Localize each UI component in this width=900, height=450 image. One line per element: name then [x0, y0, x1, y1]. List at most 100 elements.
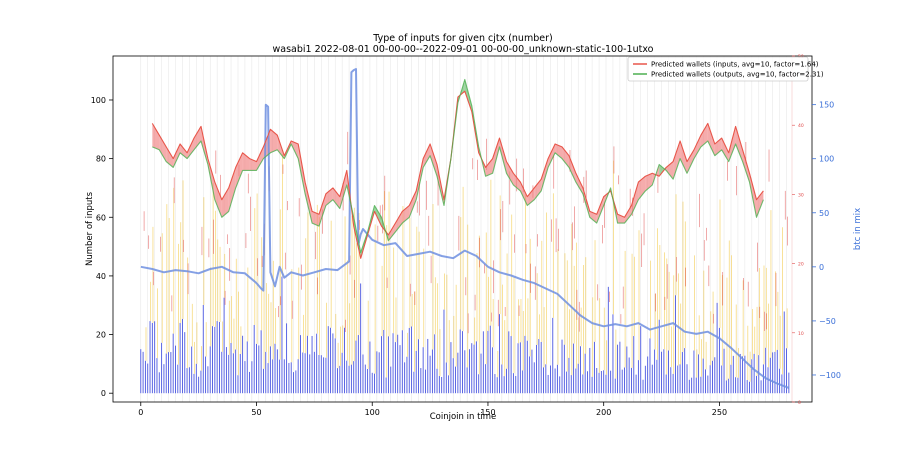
- series-line-predicted-inputs: [151, 90, 764, 259]
- y2-tick-label: 150: [819, 101, 834, 110]
- x-axis-label: Coinjoin in time: [430, 412, 497, 422]
- fill-between-segment: [249, 158, 257, 171]
- y3-tick-label: 30: [798, 192, 804, 198]
- fill-between-segment: [562, 146, 569, 168]
- fill-between-segment: [568, 155, 576, 183]
- x-axis: 0 50 100 150 200 250: [138, 402, 727, 417]
- fill-between-segment: [638, 176, 646, 200]
- chart-subtitle: wasabi1 2022-08-01 00-00-00--2022-09-01 …: [272, 44, 653, 55]
- chart-title: Type of inputs for given cjtx (number): [372, 33, 552, 44]
- fill-between-segment: [318, 193, 326, 227]
- fill-between-segment: [395, 211, 403, 232]
- x-tick-label: 0: [138, 408, 143, 417]
- y2-tick-label: 50: [819, 209, 829, 218]
- fill-between-segment: [520, 182, 528, 206]
- fill-between-segment: [492, 138, 500, 174]
- fill-between-segment: [541, 158, 549, 191]
- y-tick-label: 40: [96, 272, 106, 281]
- fill-between-segment: [430, 143, 438, 177]
- y-tick-label: 20: [96, 331, 106, 340]
- y-axis: 0 20 40 60 80 100: [91, 96, 113, 398]
- fill-between-segment: [673, 141, 681, 180]
- bars-layer: [140, 56, 790, 402]
- legend: Predicted wallets (inputs, avg=10, facto…: [627, 56, 824, 82]
- fill-between-segment: [548, 143, 556, 168]
- legend-label-outputs: Predicted wallets (outputs, avg=10, fact…: [651, 71, 824, 79]
- y-tick-label: 60: [96, 213, 106, 222]
- fill-between-segment: [159, 135, 167, 162]
- y2-tick-label: −50: [819, 317, 836, 326]
- y3-tick-label: 10: [798, 331, 804, 337]
- y2-tick-label: −100: [819, 371, 841, 380]
- fill-between-segment: [693, 135, 701, 159]
- fill-between-segment: [214, 182, 222, 218]
- x-tick-label: 200: [596, 408, 611, 417]
- y2-tick-label: 100: [819, 155, 834, 164]
- y-tick-label: 0: [101, 389, 106, 398]
- y-tick-label: 80: [96, 155, 106, 164]
- y2-axis-label: btc in mix: [853, 208, 863, 250]
- x-tick-label: 100: [365, 408, 380, 417]
- fill-between-segment: [555, 143, 563, 159]
- series-line-btc-in-mix: [140, 68, 790, 389]
- x-tick-label: 150: [480, 408, 495, 417]
- fill-between-segment: [332, 187, 340, 209]
- fill-between-segment: [735, 126, 743, 162]
- fill-between-segment: [596, 196, 604, 224]
- series-line-predicted-outputs: [152, 78, 764, 254]
- fill-between-segment: [728, 126, 736, 162]
- y-tick-label: 100: [91, 96, 106, 105]
- fill-between-segment: [589, 211, 597, 224]
- fill-between-segment: [506, 161, 514, 186]
- y3-tick-label: 40: [798, 123, 804, 129]
- fill-between-segment: [687, 149, 694, 174]
- fill-between-segment: [180, 143, 188, 159]
- fill-between-segment: [194, 126, 201, 150]
- fill-between-segment: [187, 138, 195, 159]
- fill-between-segment: [256, 146, 264, 171]
- fill-between-segment: [485, 158, 493, 177]
- y-axis-label: Number of inputs: [85, 191, 95, 266]
- fill-between-segment: [742, 149, 750, 183]
- plot-frame: [112, 55, 813, 403]
- y3-axis: 01020304050: [791, 54, 804, 406]
- fill-between-segment: [680, 141, 688, 174]
- x-tick-label: 250: [712, 408, 727, 417]
- fill-between-segment: [173, 143, 181, 168]
- fill-between-segment: [235, 152, 243, 188]
- y3-tick-label: 0: [798, 400, 801, 406]
- fill-between-segment: [707, 123, 715, 156]
- y2-tick-label: 0: [819, 263, 824, 272]
- legend-box: [627, 56, 809, 82]
- fill-between-segment: [166, 146, 174, 168]
- fill-between-segment: [721, 138, 729, 162]
- fill-between-segment: [388, 223, 396, 241]
- y2-axis: −100 −50 0 50 100 150: [812, 101, 841, 380]
- fill-between-segment: [152, 123, 160, 150]
- fill-between-segment: [402, 205, 410, 224]
- fill-between-segment: [339, 170, 347, 209]
- fill-between-segment: [700, 123, 708, 147]
- fill-between-segment: [499, 138, 507, 174]
- fill-between-segment: [312, 211, 319, 227]
- fill-between-segment: [631, 182, 639, 215]
- fill-between-segment: [221, 187, 229, 218]
- fill-between-segment: [645, 173, 653, 191]
- y3-tick-label: 20: [798, 262, 804, 268]
- fill-between-segment: [409, 190, 417, 218]
- x-tick-label: 50: [251, 408, 261, 417]
- fill-between-segment: [624, 205, 632, 224]
- series-layer: [140, 68, 790, 389]
- fill-between-segment: [270, 129, 278, 153]
- fill-between-segment: [242, 152, 250, 171]
- fill-between-segment: [527, 187, 535, 206]
- fill-between-segment: [305, 182, 313, 224]
- fill-between-segment: [575, 173, 583, 194]
- fill-between-segment: [423, 143, 431, 168]
- fill-between-segment: [534, 179, 542, 200]
- fill-between-segment: [228, 167, 236, 212]
- plot-area: [112, 55, 813, 403]
- legend-label-inputs: Predicted wallets (inputs, avg=10, facto…: [651, 61, 819, 69]
- fill-between-segment: [374, 205, 382, 227]
